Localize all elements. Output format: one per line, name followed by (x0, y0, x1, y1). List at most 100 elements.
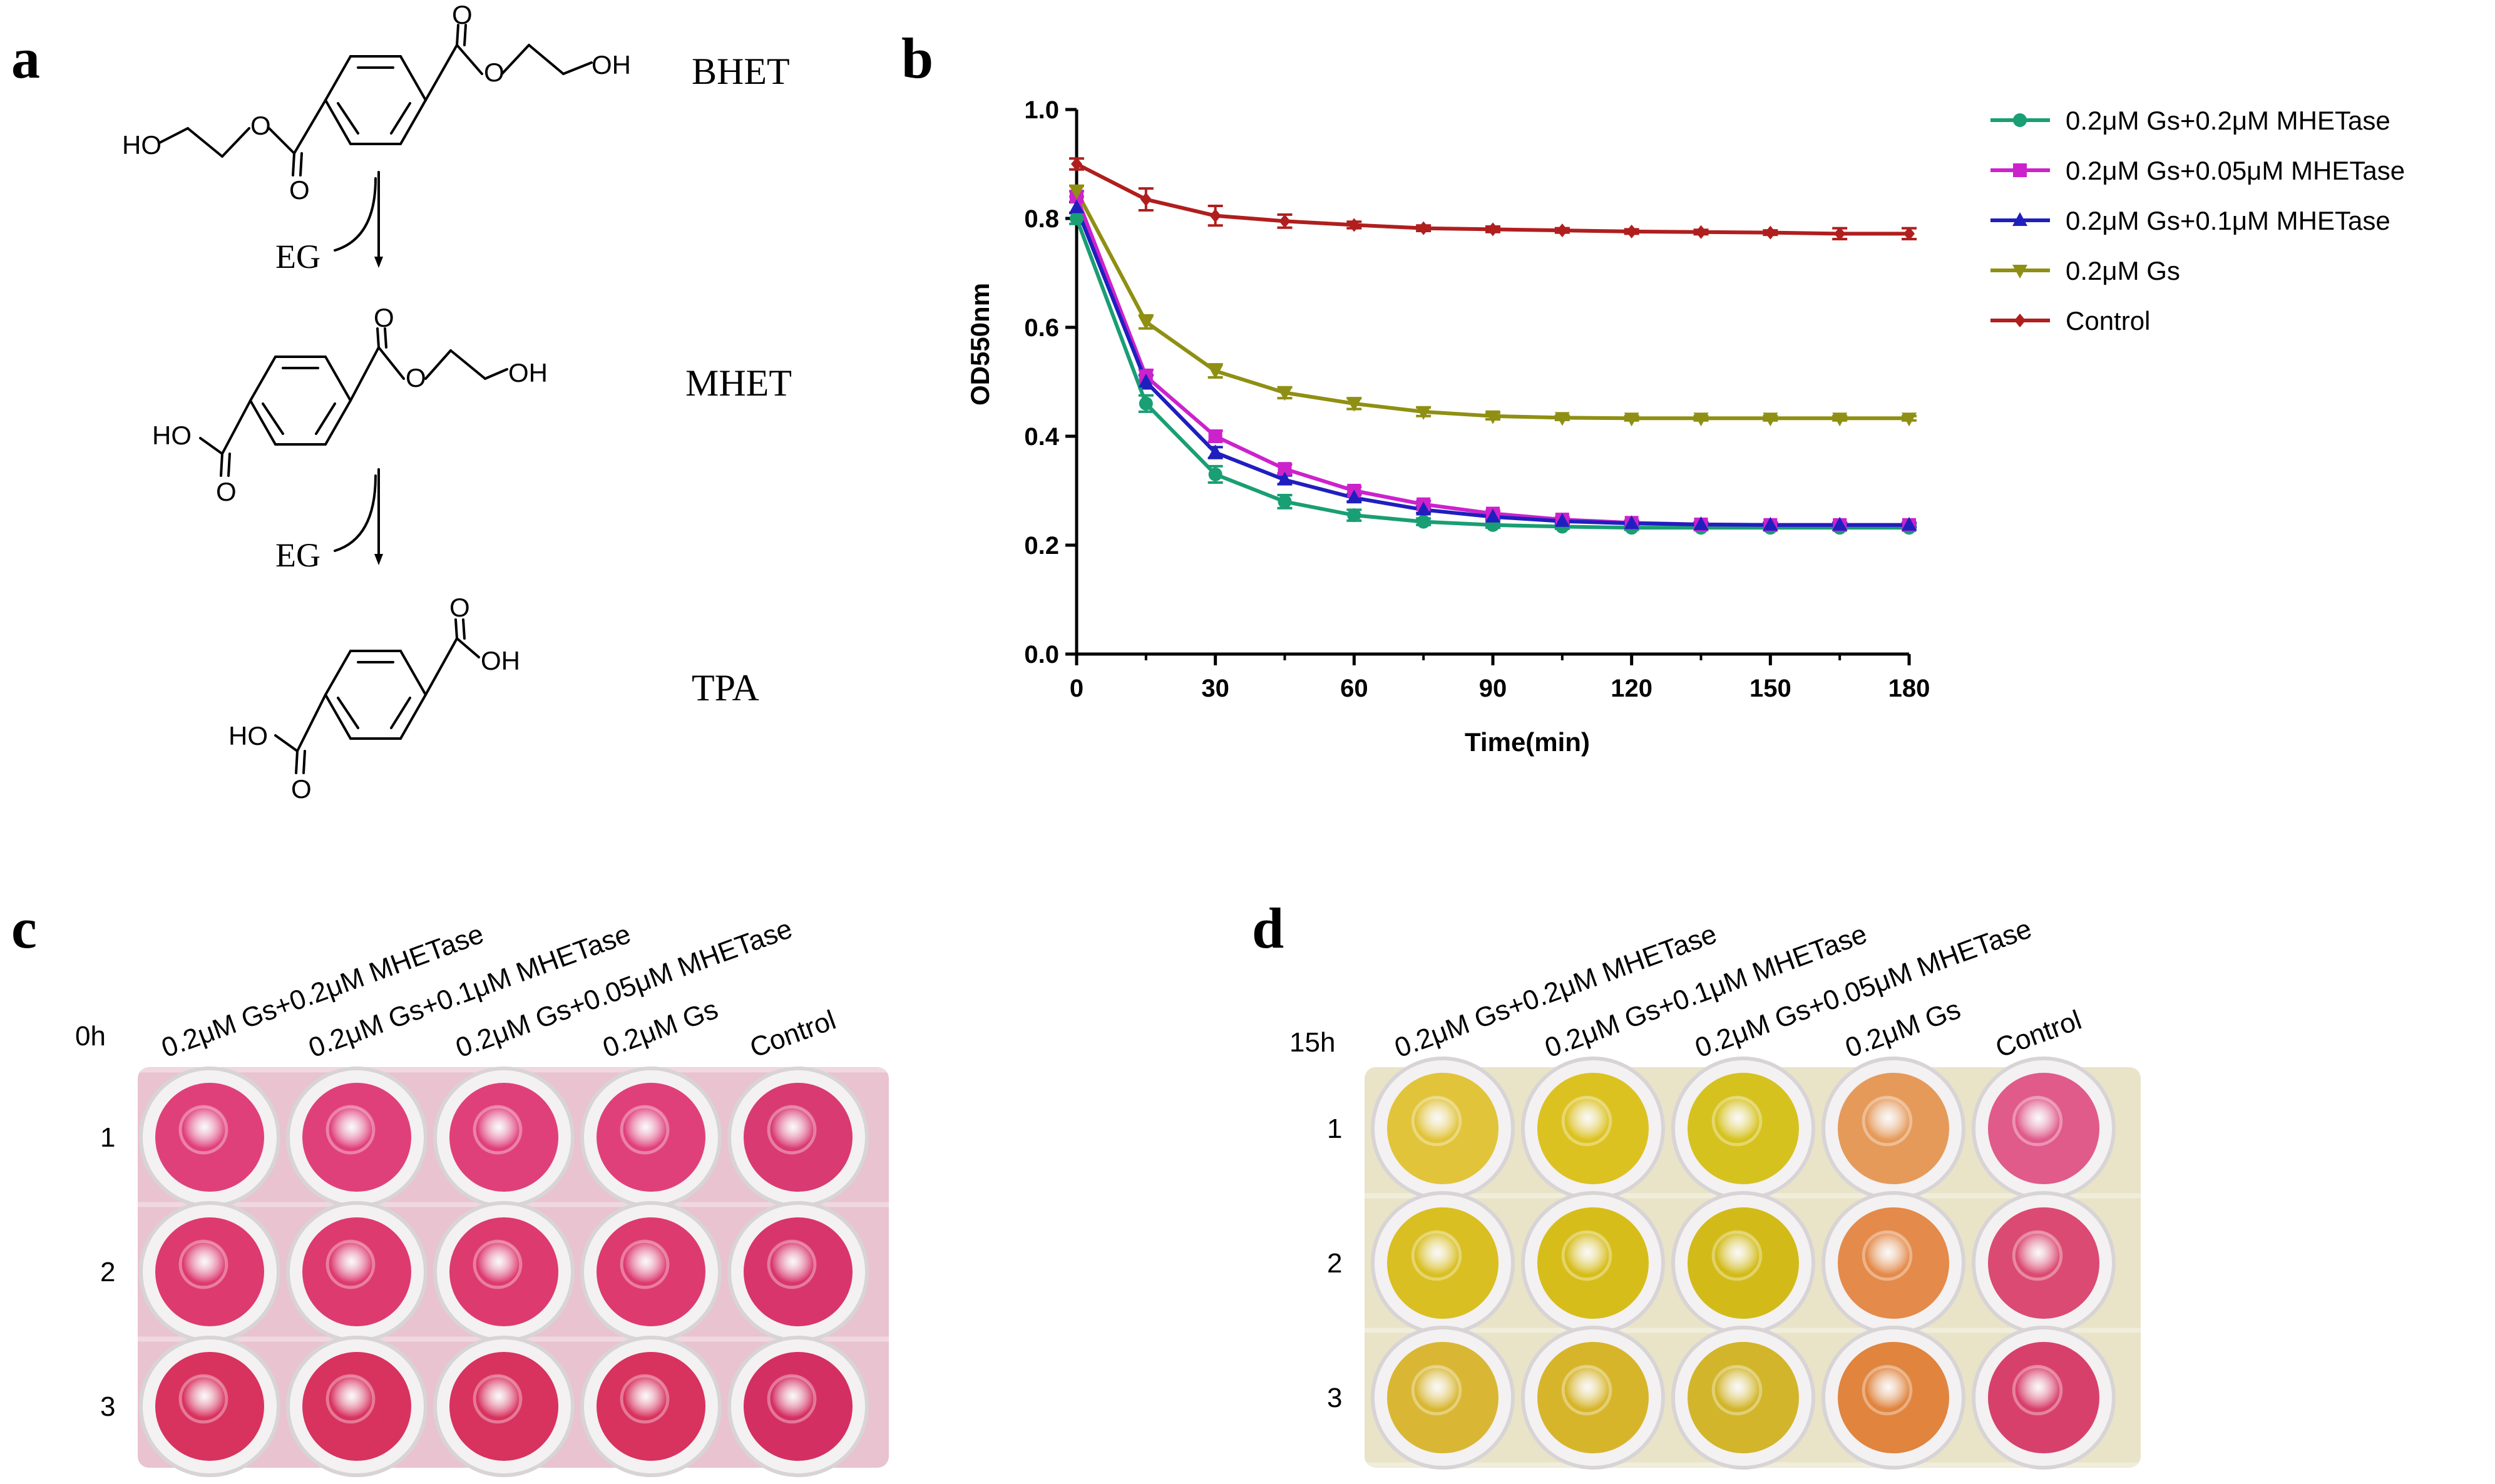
data-point-series-2 (1554, 513, 1570, 527)
data-point-series-3 (1416, 406, 1432, 420)
y-tick-label: 0.6 (1024, 314, 1059, 342)
bhet-carbonyl-o-right: O (452, 0, 473, 29)
plate-d-well (1688, 1342, 1799, 1453)
data-point-series-3 (1069, 185, 1084, 200)
plate-c-row-label: 3 (100, 1391, 115, 1422)
data-point-series-0 (1208, 467, 1222, 481)
plate-d-well (1537, 1342, 1649, 1453)
plate-c-well-highlight (767, 1239, 817, 1289)
plate-d-row-label: 1 (1327, 1113, 1342, 1144)
y-tick-label: 0.2 (1024, 532, 1059, 560)
plate-d-well (1838, 1207, 1949, 1319)
plate-c-well-highlight (473, 1105, 523, 1155)
plate-d-well (1387, 1207, 1499, 1319)
tpa-hydroxyl-left: HO (228, 721, 268, 750)
series-line-0 (1075, 217, 1909, 530)
bhet-ester-o-right: O (484, 58, 505, 87)
plate-c-well-highlight (178, 1105, 228, 1155)
plate-d-well (1838, 1342, 1949, 1453)
tpa-acid-right (424, 618, 480, 696)
plate-d-well-highlight (1862, 1095, 1913, 1147)
tpa-carbonyl-o-right: O (449, 593, 470, 622)
plate-d-well (1988, 1207, 2099, 1319)
plate-d-well (1838, 1073, 1949, 1184)
plate-d-well-highlight (2012, 1230, 2063, 1281)
legend-label: 0.2μM Gs+0.05μM MHETase (2066, 156, 2405, 185)
plate-c-well (744, 1083, 853, 1192)
plate-c-well (597, 1083, 705, 1192)
bhet-hydroxyl-right: OH (592, 50, 631, 79)
data-point-series-4 (1279, 214, 1291, 228)
mhet-ester-o: O (406, 363, 426, 392)
plate-c-well-highlight (620, 1239, 670, 1289)
panel-label-d: d (1252, 896, 1284, 960)
plate-c-well (155, 1083, 264, 1192)
y-tick-label: 1.0 (1024, 96, 1059, 124)
data-point-series-3 (1554, 412, 1570, 426)
data-point-series-0 (1070, 212, 1084, 225)
plate-c-well-highlight (620, 1374, 670, 1424)
plate-c-column-header: Control (746, 1005, 840, 1064)
arrow-head-1 (374, 257, 383, 268)
plate-c-row-label: 1 (100, 1122, 115, 1153)
series-line-2 (1075, 207, 1909, 527)
panel-label-a: a (11, 26, 40, 90)
panel-label-c: c (11, 896, 37, 960)
plate-d-well-highlight (1411, 1095, 1462, 1147)
data-point-series-2 (1485, 508, 1500, 523)
plate-d-well (1688, 1207, 1799, 1319)
bhet-hydroxyl-left: HO (122, 130, 161, 160)
x-axis-label: Time(min) (1465, 727, 1590, 757)
plate-d-well (1988, 1073, 2099, 1184)
legend-marker (2012, 212, 2027, 226)
bhet-benzene-ring (324, 55, 428, 145)
data-point-series-3 (1624, 412, 1639, 427)
plate-c-time-label: 0h (75, 1021, 106, 1052)
x-tick-label: 180 (1888, 675, 1930, 702)
data-point-series-3 (1763, 412, 1778, 427)
x-tick-label: 150 (1750, 675, 1791, 702)
legend-label: 0.2μM Gs+0.2μM MHETase (2066, 106, 2390, 135)
plate-c-well (302, 1217, 411, 1326)
plate-d-well (1988, 1342, 2099, 1453)
legend-marker (2014, 314, 2026, 327)
plate-d-well-highlight (2012, 1095, 2063, 1147)
plate-c-well (155, 1217, 264, 1326)
plate-c-well-highlight (325, 1105, 376, 1155)
data-point-series-4 (1903, 227, 1915, 241)
data-point-series-2 (1832, 516, 1848, 531)
plate-c-well (449, 1352, 558, 1461)
data-point-series-4 (1626, 224, 1637, 238)
eg-byproduct-2: EG (275, 536, 320, 574)
chart-error-bars (1069, 157, 1917, 531)
data-point-series-4 (1765, 225, 1776, 240)
plate-c-well-highlight (325, 1239, 376, 1289)
compound-name-mhet: MHET (685, 362, 792, 404)
data-point-series-2 (1277, 471, 1293, 486)
plate-d-well-highlight (1561, 1230, 1612, 1281)
data-point-series-3 (1207, 365, 1223, 379)
data-point-series-4 (1487, 222, 1499, 237)
data-point-series-3 (1138, 316, 1154, 330)
od550-line-chart: 0.0 0.2 0.4 0.6 0.8 1.0 0 30 60 90 120 150 180 0.2μM… (965, 96, 2405, 757)
plate-c-well-highlight (620, 1105, 670, 1155)
chart-markers (1069, 157, 1917, 535)
plate-c-well (155, 1352, 264, 1461)
mhet-hydroxyl: OH (508, 358, 548, 387)
panel-label-b: b (901, 26, 934, 90)
x-tick-label: 120 (1611, 675, 1652, 702)
chart-series-lines (1075, 162, 1909, 530)
x-tick-label: 30 (1201, 675, 1229, 702)
legend-marker (2013, 163, 2027, 177)
plate-c-well (449, 1083, 558, 1192)
data-point-series-2 (1416, 501, 1432, 516)
legend-marker (2013, 113, 2027, 127)
data-point-series-3 (1832, 412, 1848, 427)
data-point-series-2 (1902, 516, 1917, 531)
bhet-ester-left (158, 99, 327, 177)
plate-d-well-highlight (1411, 1230, 1462, 1281)
data-point-series-2 (1624, 515, 1639, 530)
data-point-series-0 (1278, 494, 1292, 509)
data-point-series-3 (1485, 410, 1500, 424)
